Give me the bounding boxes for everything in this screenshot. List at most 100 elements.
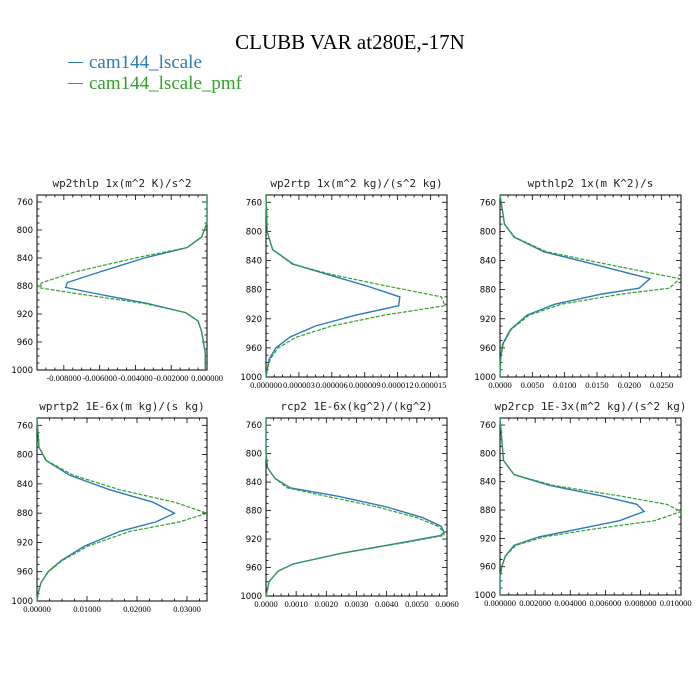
x-tick-label: 0.02000 xyxy=(123,604,151,614)
y-tick-label: 840 xyxy=(246,478,262,488)
y-tick-label: 920 xyxy=(17,310,33,320)
y-tick-label: 800 xyxy=(246,450,262,460)
x-tick-label: 0.000000 xyxy=(250,380,282,390)
panel-title: wp2thlp 1x(m^2 K)/s^2 xyxy=(52,177,191,190)
series-line-lscale-pmf xyxy=(36,417,209,602)
series-line-lscale xyxy=(36,417,177,602)
x-tick-label: 0.0060 xyxy=(435,599,458,609)
y-tick-label: 920 xyxy=(480,315,496,325)
x-tick-label: 0.0030 xyxy=(345,599,368,609)
panel-title: wpthlp2 1x(m K^2)/s xyxy=(528,177,654,190)
y-tick-label: 760 xyxy=(17,198,33,208)
y-tick-label: 800 xyxy=(480,449,496,459)
y-tick-label: 800 xyxy=(17,451,33,461)
series-line-lscale-pmf xyxy=(35,195,208,370)
legend: cam144_lscale cam144_lscale_pmf xyxy=(68,52,242,94)
y-tick-label: 840 xyxy=(480,478,496,488)
panel-frame xyxy=(265,194,448,378)
y-tick-label: 760 xyxy=(246,198,262,208)
x-tick-label: -0.002000 xyxy=(154,373,189,383)
x-tick-label: 0.0150 xyxy=(585,380,608,390)
y-tick-label: 880 xyxy=(480,286,496,296)
x-tick-label: 0.006000 xyxy=(589,598,621,608)
panel-5: rcp2 1E-6x(kg^2)/(kg^2) 760 800 840 880 920 96… xyxy=(240,400,458,609)
legend-label-lscale: cam144_lscale xyxy=(89,51,202,73)
x-tick-label: -0.008000 xyxy=(46,373,81,383)
x-tick-label: 0.0020 xyxy=(315,599,338,609)
series-line-lscale-pmf xyxy=(499,194,681,378)
y-tick-label: 760 xyxy=(246,421,262,431)
panel-title: wprtp2 1E-6x(m kg)/(s kg) xyxy=(39,400,205,413)
y-tick-label: 1000 xyxy=(474,591,496,601)
y-tick-label: 760 xyxy=(480,198,496,208)
series-line-lscale xyxy=(499,194,652,378)
x-tick-label: 0.004000 xyxy=(554,598,586,608)
y-tick-label: 1000 xyxy=(474,373,496,383)
panel-frame xyxy=(36,194,208,371)
x-tick-label: 0.0040 xyxy=(375,599,398,609)
x-tick-label: 0.0000 xyxy=(254,599,277,609)
x-tick-label: 0.008000 xyxy=(625,598,657,608)
panel-1: wp2thlp 1x(m^2 K)/s^2 760 800 840 880 920 960 1… xyxy=(11,177,223,383)
x-tick-label: 0.000009 xyxy=(349,380,381,390)
x-tick-label: 0.00000 xyxy=(23,604,51,614)
series-line-lscale-pmf xyxy=(265,194,446,378)
x-tick-label: -0.006000 xyxy=(82,373,117,383)
x-tick-label: 0.000000 xyxy=(191,373,223,383)
y-tick-label: 920 xyxy=(480,534,496,544)
x-tick-label: 0.000012 xyxy=(382,380,414,390)
y-tick-label: 960 xyxy=(480,563,496,573)
x-tick-label: 0.01000 xyxy=(73,604,101,614)
y-tick-label: 840 xyxy=(17,254,33,264)
legend-swatch-lscale xyxy=(68,62,83,63)
panel-title: rcp2 1E-6x(kg^2)/(kg^2) xyxy=(280,400,432,413)
y-tick-label: 880 xyxy=(246,286,262,296)
y-tick-label: 960 xyxy=(17,568,33,578)
y-tick-label: 880 xyxy=(17,509,33,519)
panel-frame xyxy=(499,194,682,378)
y-tick-label: 760 xyxy=(17,421,33,431)
x-tick-label: 0.0050 xyxy=(521,380,544,390)
y-tick-label: 1000 xyxy=(11,366,33,376)
legend-item-lscale: cam144_lscale xyxy=(68,52,242,73)
x-tick-label: 0.002000 xyxy=(519,598,551,608)
panel-4: wprtp2 1E-6x(m kg)/(s kg) 760 800 840 880 920… xyxy=(11,400,209,614)
y-tick-label: 840 xyxy=(17,480,33,490)
y-tick-label: 1000 xyxy=(11,597,33,607)
y-tick-label: 760 xyxy=(480,421,496,431)
figure-title: CLUBB VAR at280E,-17N xyxy=(235,30,465,54)
x-tick-label: 0.0100 xyxy=(553,380,576,390)
x-tick-label: 0.010000 xyxy=(660,598,692,608)
y-tick-label: 1000 xyxy=(240,592,262,602)
x-tick-label: 0.000006 xyxy=(316,380,348,390)
x-tick-label: 0.000000 xyxy=(484,598,516,608)
panel-title: wp2rcp 1E-3x(m^2 kg)/(s^2 kg) xyxy=(494,400,686,413)
y-tick-label: 920 xyxy=(17,538,33,548)
panel-title: wp2rtp 1x(m^2 kg)/(s^2 kg) xyxy=(270,177,442,190)
panel-3: wpthlp2 1x(m K^2)/s 760 800 840 880 920 960 100… xyxy=(474,177,682,390)
panel-2: wp2rtp 1x(m^2 kg)/(s^2 kg) 760 800 840 880 92… xyxy=(240,177,448,390)
y-tick-label: 880 xyxy=(246,507,262,517)
x-tick-label: -0.004000 xyxy=(118,373,153,383)
legend-swatch-lscale-pmf xyxy=(68,83,83,84)
x-tick-label: 0.0000 xyxy=(488,380,511,390)
y-tick-label: 960 xyxy=(246,344,262,354)
y-tick-label: 840 xyxy=(480,257,496,267)
x-tick-label: 0.0050 xyxy=(405,599,428,609)
x-tick-label: 0.03000 xyxy=(173,604,201,614)
series-line-lscale-pmf xyxy=(499,417,683,595)
panel-frame xyxy=(499,417,682,596)
series-line-lscale-pmf xyxy=(265,418,445,597)
x-tick-label: 0.0200 xyxy=(618,380,641,390)
series-line-lscale xyxy=(265,418,445,597)
y-tick-label: 920 xyxy=(246,535,262,545)
legend-label-lscale-pmf: cam144_lscale_pmf xyxy=(89,72,243,94)
y-tick-label: 960 xyxy=(246,564,262,574)
x-tick-label: 0.0010 xyxy=(284,599,307,609)
series-line-lscale xyxy=(64,195,208,370)
x-tick-label: 0.000003 xyxy=(283,380,315,390)
y-tick-label: 880 xyxy=(17,282,33,292)
y-tick-label: 800 xyxy=(246,227,262,237)
y-tick-label: 840 xyxy=(246,257,262,267)
